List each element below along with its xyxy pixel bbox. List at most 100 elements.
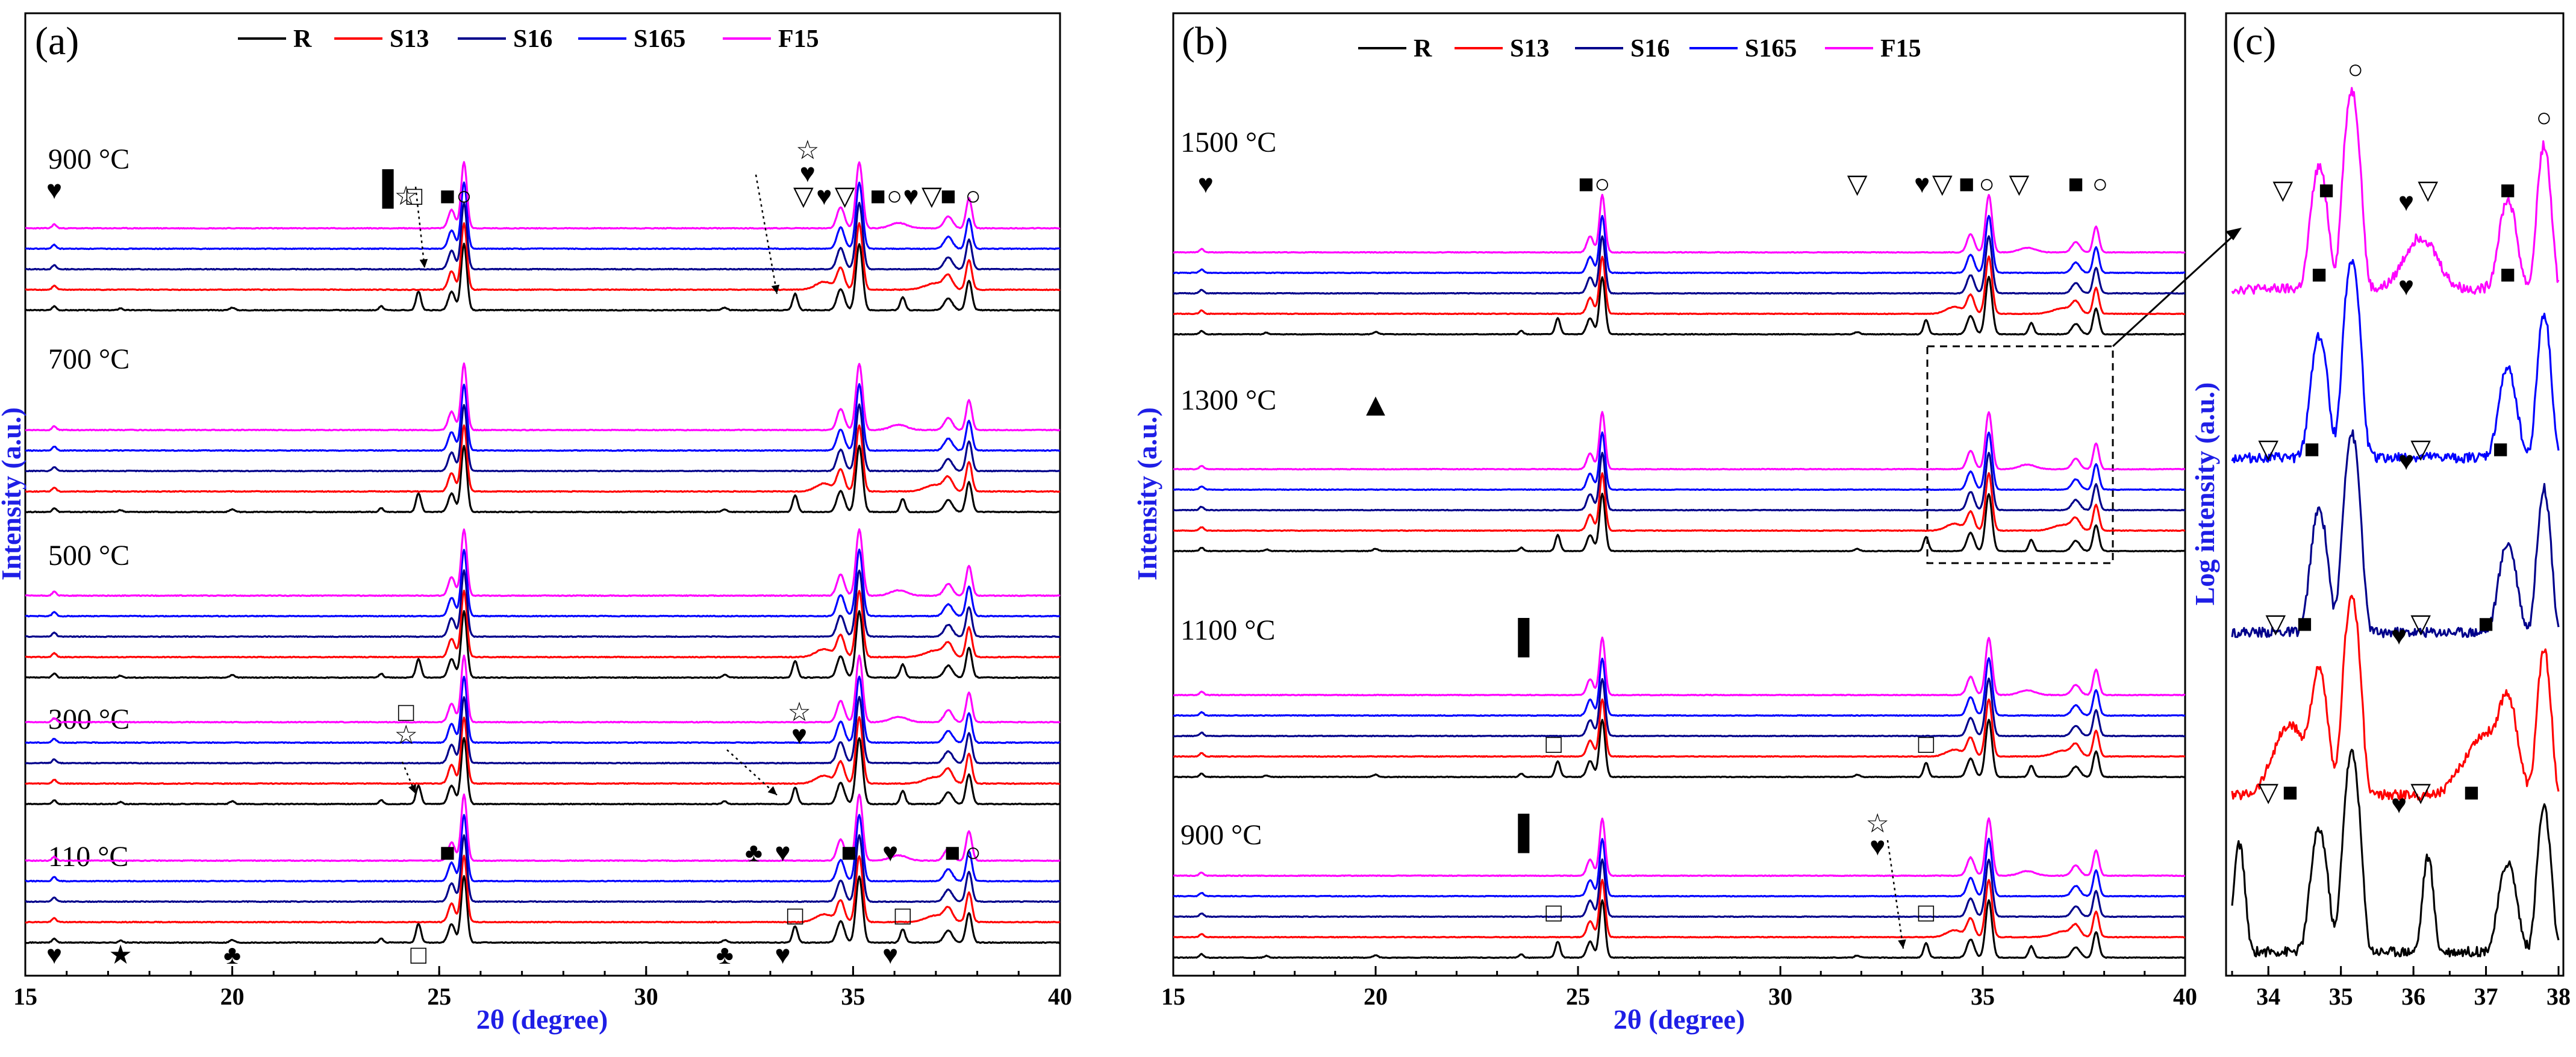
panel-a-symbol-27: ♥ [46, 940, 62, 970]
panel-a-symbol-10: ○ [965, 181, 981, 211]
panel-a-tick-label-30: 30 [634, 983, 658, 1010]
legend-b: R S13 S16 S165 F15 [1358, 35, 1921, 63]
panel-a-symbol-33: □ [787, 901, 803, 931]
trace-S13-group-0 [1173, 255, 2185, 316]
panel-a-symbol-32: ♥ [775, 940, 791, 970]
panel-c-symbol-22: ♥ [2391, 790, 2407, 819]
panel-a-symbol-36: ▌ [382, 169, 405, 209]
trace-S16-group-4 [25, 834, 1061, 903]
panel-c-tick-label-35: 35 [2329, 983, 2353, 1010]
panel-b-symbol-11: ▲ [1359, 387, 1391, 423]
trace-S13-group-3 [25, 716, 1061, 785]
panel-b-tick-label-40: 40 [2173, 983, 2197, 1010]
panel-a-symbol-6: ○ [887, 181, 903, 211]
panel-b-symbol-4: ♥ [1914, 169, 1930, 199]
guide-arrow-a-900-right-head [771, 284, 780, 294]
panel-c-symbol-24: ■ [2463, 778, 2480, 807]
legend-a-label-F15: F15 [778, 25, 819, 53]
legend-b-label-F15: F15 [1880, 35, 1921, 63]
panel-b-symbol-14: □ [1918, 729, 1935, 759]
log-trace-R [2231, 749, 2560, 958]
panel-b-symbol-7: ○ [1979, 169, 1995, 199]
panel-a-symbol-28: ★ [108, 940, 132, 970]
zoom-arrowhead [2225, 228, 2242, 240]
trace-S13-group-2 [25, 590, 1061, 659]
panel-b-symbol-10: ○ [2092, 169, 2109, 199]
trace-F15-group-1 [25, 362, 1061, 432]
panel-c-symbol-10: ■ [2304, 434, 2320, 464]
panel-c-ylabel: Log intensity (a.u.) [2189, 382, 2220, 606]
trace-S165-group-0 [25, 181, 1061, 251]
trace-F15-group-2 [1173, 636, 2186, 697]
panel-a-tick-label-40: 40 [1048, 983, 1072, 1010]
trace-S16-group-3 [25, 696, 1061, 765]
panel-b-symbol-0: ♥ [1198, 169, 1214, 199]
panel-c-symbol-5: ▽ [2418, 175, 2438, 205]
panel-b-label: (b) [1182, 19, 1228, 63]
trace-R-group-0 [1173, 275, 2186, 336]
trace-S165-group-0 [1173, 214, 2186, 275]
trace-S13-group-4 [25, 855, 1061, 924]
panel-b-symbol-2: ○ [1594, 169, 1611, 199]
panel-a-label: (a) [35, 19, 79, 63]
panel-c-symbol-4: ♥ [2398, 187, 2414, 217]
legend-b-label-S165: S165 [1745, 35, 1797, 63]
panel-c-symbol-13: ♥ [2398, 446, 2414, 476]
guide-arrow-b-900-head [1898, 939, 1906, 949]
trace-F15-group-4 [25, 793, 1060, 862]
axis-ticks: 15 20 25 30 35 40 15 20 25 30 35 40 34 35 36 37 38 [13, 966, 2571, 1010]
panel-a-temp-700: 700 °C [48, 343, 129, 375]
panel-a-symbol-30: □ [411, 940, 427, 970]
panel-b-symbol-9: ■ [2068, 169, 2084, 199]
trace-F15-group-0 [25, 161, 1061, 230]
trace-S165-group-1 [1173, 431, 2186, 491]
panel-b-tick-label-30: 30 [1768, 983, 1792, 1010]
panel-c-symbol-0: ○ [2347, 55, 2363, 84]
panel-a-symbol-17: □ [398, 697, 414, 727]
panel-a-symbol-24: ♥ [882, 838, 898, 867]
panel-b-ylabel: Intensity (a.u.) [1132, 407, 1162, 581]
panel-b-traces [1173, 193, 2186, 959]
trace-S13-group-1 [25, 424, 1061, 493]
trace-R-group-1 [25, 444, 1061, 514]
panel-a-symbol-35: □ [895, 901, 911, 931]
panel-c-symbol-11: ■ [2492, 434, 2509, 464]
legend-b-label-S16: S16 [1630, 35, 1670, 63]
panel-a-frame [24, 12, 1061, 977]
zoom-arrow [2112, 231, 2239, 348]
trace-R-group-2 [1173, 719, 2185, 779]
panel-c-tick-label-37: 37 [2474, 983, 2498, 1010]
trace-R-group-1 [1173, 493, 2186, 553]
panel-c-symbol-2: ▽ [2272, 175, 2293, 205]
panel-b-symbol-17: ♥ [1870, 832, 1885, 861]
panel-a-symbol-31: ♣ [716, 940, 734, 970]
panel-b-symbol-8: ▽ [2009, 169, 2030, 199]
panel-b-symbol-19: □ [1918, 898, 1935, 928]
panel-b-symbol-12: ▌ [1518, 617, 1541, 658]
panel-a-symbol-25: ■ [944, 838, 961, 867]
panel-b-tick-label-15: 15 [1161, 983, 1185, 1010]
panel-c-symbol-21: ■ [2282, 778, 2298, 807]
panel-a-tick-label-15: 15 [13, 983, 37, 1010]
panel-c-symbol-20: ▽ [2258, 778, 2278, 807]
panel-a-symbol-34: ♥ [882, 940, 898, 970]
panel-c-symbol-9: ♥ [2398, 272, 2414, 301]
panel-a-symbol-0: ■ [440, 181, 456, 211]
trace-S16-group-1 [25, 403, 1061, 473]
panel-a-symbol-9: ■ [940, 181, 956, 211]
legend-a-label-S16: S16 [513, 25, 552, 53]
panel-c-label: (c) [2232, 19, 2276, 63]
panel-a-symbol-3: ♥ [816, 181, 832, 211]
panel-a-tick-label-25: 25 [427, 983, 451, 1010]
panel-a-temp-300: 300 °C [48, 703, 129, 735]
panel-b-temp-1300: 1300 °C [1180, 384, 1276, 416]
panel-b-temp-900: 900 °C [1180, 819, 1262, 851]
panel-c-symbol-12: ▽ [2258, 434, 2278, 464]
trace-R-group-0 [25, 242, 1061, 312]
panel-a-ylabel: Intensity (a.u.) [0, 407, 27, 581]
panel-c-symbol-8: ■ [2500, 260, 2516, 289]
trace-S16-group-3 [1173, 858, 2186, 918]
trace-F15-group-2 [25, 528, 1061, 597]
panel-a-temp-500: 500 °C [48, 540, 129, 572]
